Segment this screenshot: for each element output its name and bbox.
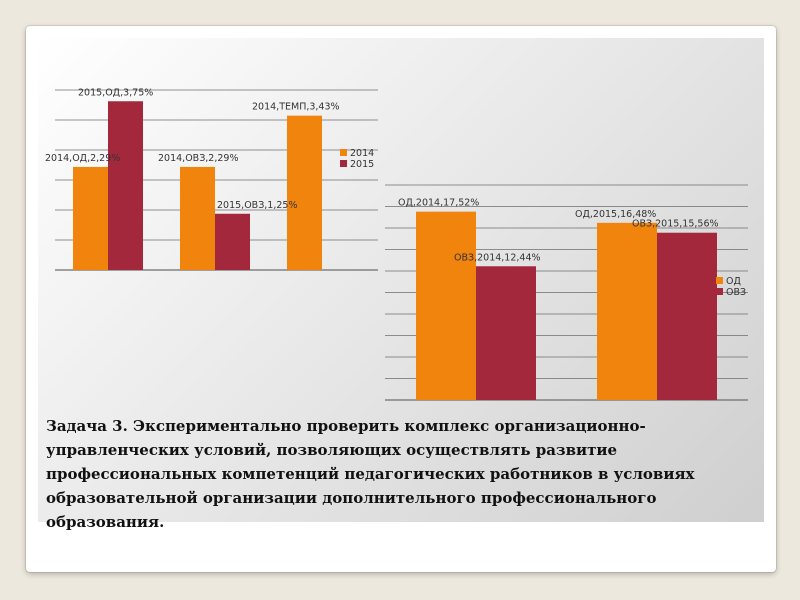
legend-entry: 2014 xyxy=(350,148,374,159)
data-label: ОД,2014,17,52% xyxy=(398,198,479,209)
legend-entry: 2015 xyxy=(350,159,374,170)
data-label: 2015,ОД,3,75% xyxy=(78,87,153,98)
bar-2014-ОД xyxy=(73,166,108,270)
bar-ОВЗ-2014 xyxy=(476,266,536,400)
bar-ОВЗ-2015 xyxy=(657,232,717,400)
data-label: ОВЗ,2014,12,44% xyxy=(454,252,541,263)
legend-entry: ОД xyxy=(726,276,741,287)
legend-swatch xyxy=(340,160,347,167)
bar-2014-ОВЗ xyxy=(180,166,215,270)
legend-swatch xyxy=(716,277,723,284)
bar-ОД-2014 xyxy=(416,211,476,400)
bar-2015-ОВЗ xyxy=(215,213,250,270)
data-label: ОВЗ,2015,15,56% xyxy=(632,219,719,230)
data-label: 2015,ОВЗ,1,25% xyxy=(217,200,297,211)
bar-2014-ТЕМП xyxy=(287,115,322,271)
data-label: 2014,ТЕМП,3,43% xyxy=(252,102,340,113)
data-label: 2014,ОД,2,29% xyxy=(45,153,120,164)
legend-entry: ОВЗ xyxy=(726,287,746,298)
data-label: 2014,ОВЗ,2,29% xyxy=(158,153,238,164)
bar-2015-ОД xyxy=(108,101,143,270)
task-description: Задача 3. Экспериментально проверить ком… xyxy=(46,417,695,531)
legend-swatch xyxy=(716,288,723,295)
legend-swatch xyxy=(340,149,347,156)
data-label: ОД,2015,16,48% xyxy=(575,209,656,220)
bar-ОД-2015 xyxy=(597,222,657,400)
